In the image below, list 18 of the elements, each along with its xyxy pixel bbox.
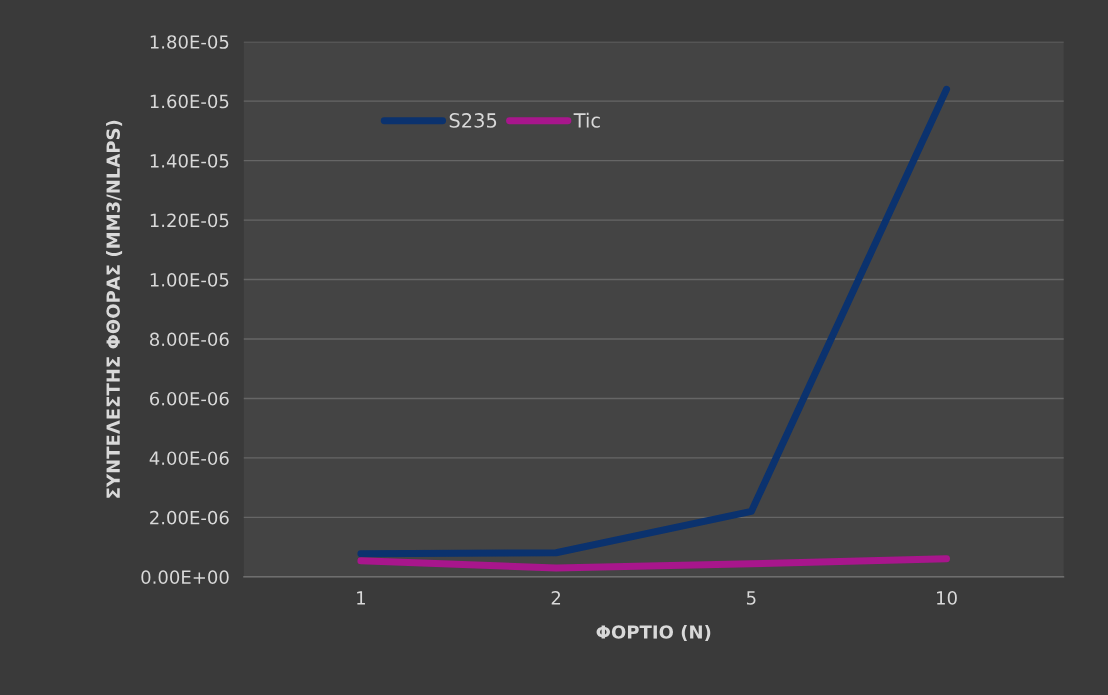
y-tick-label: 6.00E-06 (150, 391, 229, 406)
y-tick-label: 1.20E-05 (150, 213, 229, 228)
y-tick-label: 1.80E-05 (150, 35, 229, 49)
y-tick-label: 0.00E+00 (141, 570, 229, 584)
y-tick-label: 2.00E-06 (150, 510, 229, 525)
x-tick-label: 2 (551, 591, 561, 605)
x-tick-label: 5 (746, 591, 756, 605)
y-axis-title: ΣΥΝΤΕΛΕΣΤΗΣ ΦΘΟΡΑΣ (MM3/NLAPS) (106, 120, 123, 498)
x-tick-label: 10 (937, 591, 957, 605)
y-tick-label: 4.00E-06 (149, 451, 229, 466)
y-tick-label: 8.00E-06 (150, 332, 229, 347)
y-tick-label: 1.40E-05 (150, 154, 229, 168)
y-tick-label: 1.60E-05 (150, 94, 229, 109)
x-tick-label: 1 (357, 591, 365, 605)
x-axis-title: ΦΟΡΤΙΟ (N) (596, 624, 711, 641)
legend-label: S235 (449, 113, 497, 128)
legend-label: Tic (573, 112, 600, 128)
y-tick-label: 1.00E-05 (150, 273, 229, 287)
